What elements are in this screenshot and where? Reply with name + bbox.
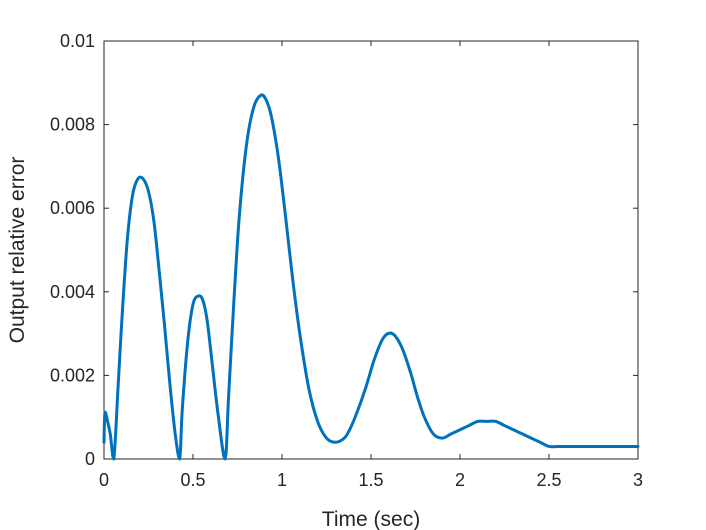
y-axis-label: Output relative error	[6, 157, 29, 344]
x-tick-label: 0.5	[180, 470, 205, 490]
x-tick-label: 3	[633, 470, 643, 490]
y-tick-label: 0.008	[50, 115, 95, 135]
x-tick-label: 1	[277, 470, 287, 490]
x-tick-label: 1.5	[358, 470, 383, 490]
x-tick-label: 2.5	[536, 470, 561, 490]
x-axis: 0 0.5 1 1.5 2 2.5 3	[99, 41, 643, 490]
y-tick-label: 0.006	[50, 198, 95, 218]
y-tick-label: 0.004	[50, 282, 95, 302]
x-tick-label: 2	[455, 470, 465, 490]
y-tick-label: 0.01	[60, 31, 95, 51]
series-line	[102, 93, 640, 461]
y-axis: 0 0.002 0.004 0.006 0.008 0.01	[50, 31, 638, 469]
y-tick-label: 0	[85, 449, 95, 469]
y-tick-label: 0.002	[50, 365, 95, 385]
x-tick-label: 0	[99, 470, 109, 490]
x-axis-label: Time (sec)	[322, 508, 420, 530]
plot-area: 0 0.5 1 1.5 2 2.5 3 0 0.002 0.004 0.006 0.008 0.01	[50, 31, 643, 490]
